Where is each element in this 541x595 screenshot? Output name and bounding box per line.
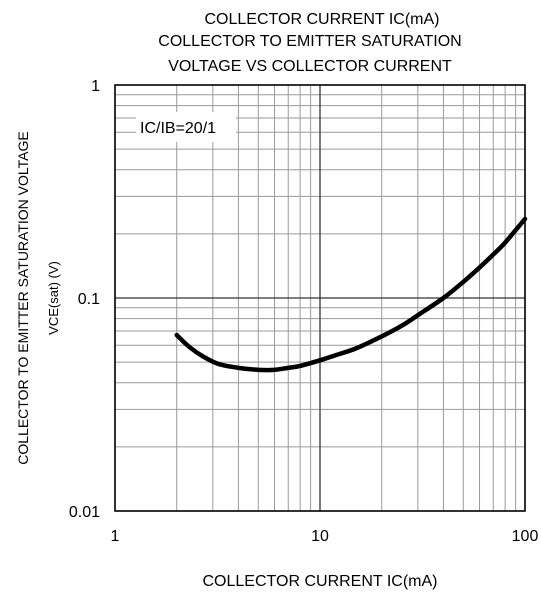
series-line-vce-sat [174, 216, 528, 373]
chart-title-line-2: COLLECTOR TO EMITTER SATURATION [158, 33, 461, 50]
y-axis-label-line-2: VCE(sat) (V) [46, 261, 61, 335]
y-axis-label-line-1: COLLECTOR TO EMITTER SATURATION VOLTAGE [15, 131, 31, 464]
x-tick-label: 1 [111, 528, 120, 545]
series-layer [174, 216, 528, 373]
chart-title-line-3: VOLTAGE VS COLLECTOR CURRENT [168, 58, 452, 75]
y-tick-label: 0.01 [69, 504, 100, 521]
grid [114, 84, 526, 512]
annotation-ic-ib: IC/IB=20/1 [140, 120, 216, 137]
x-tick-label: 10 [311, 528, 329, 545]
tick-labels: 1 10 100 0.01 0.1 1 [69, 78, 539, 545]
annotation-background [136, 112, 236, 142]
y-tick-label: 1 [91, 78, 100, 95]
chart-title: COLLECTOR CURRENT IC(mA) COLLECTOR TO EM… [158, 11, 461, 75]
x-tick-label: 100 [512, 528, 539, 545]
annotation-group: IC/IB=20/1 [136, 112, 236, 142]
plot-frame [114, 84, 526, 512]
y-tick-label: 0.1 [78, 291, 100, 308]
chart-title-line-1: COLLECTOR CURRENT IC(mA) [205, 11, 440, 28]
x-axis-label: COLLECTOR CURRENT IC(mA) [203, 573, 438, 590]
